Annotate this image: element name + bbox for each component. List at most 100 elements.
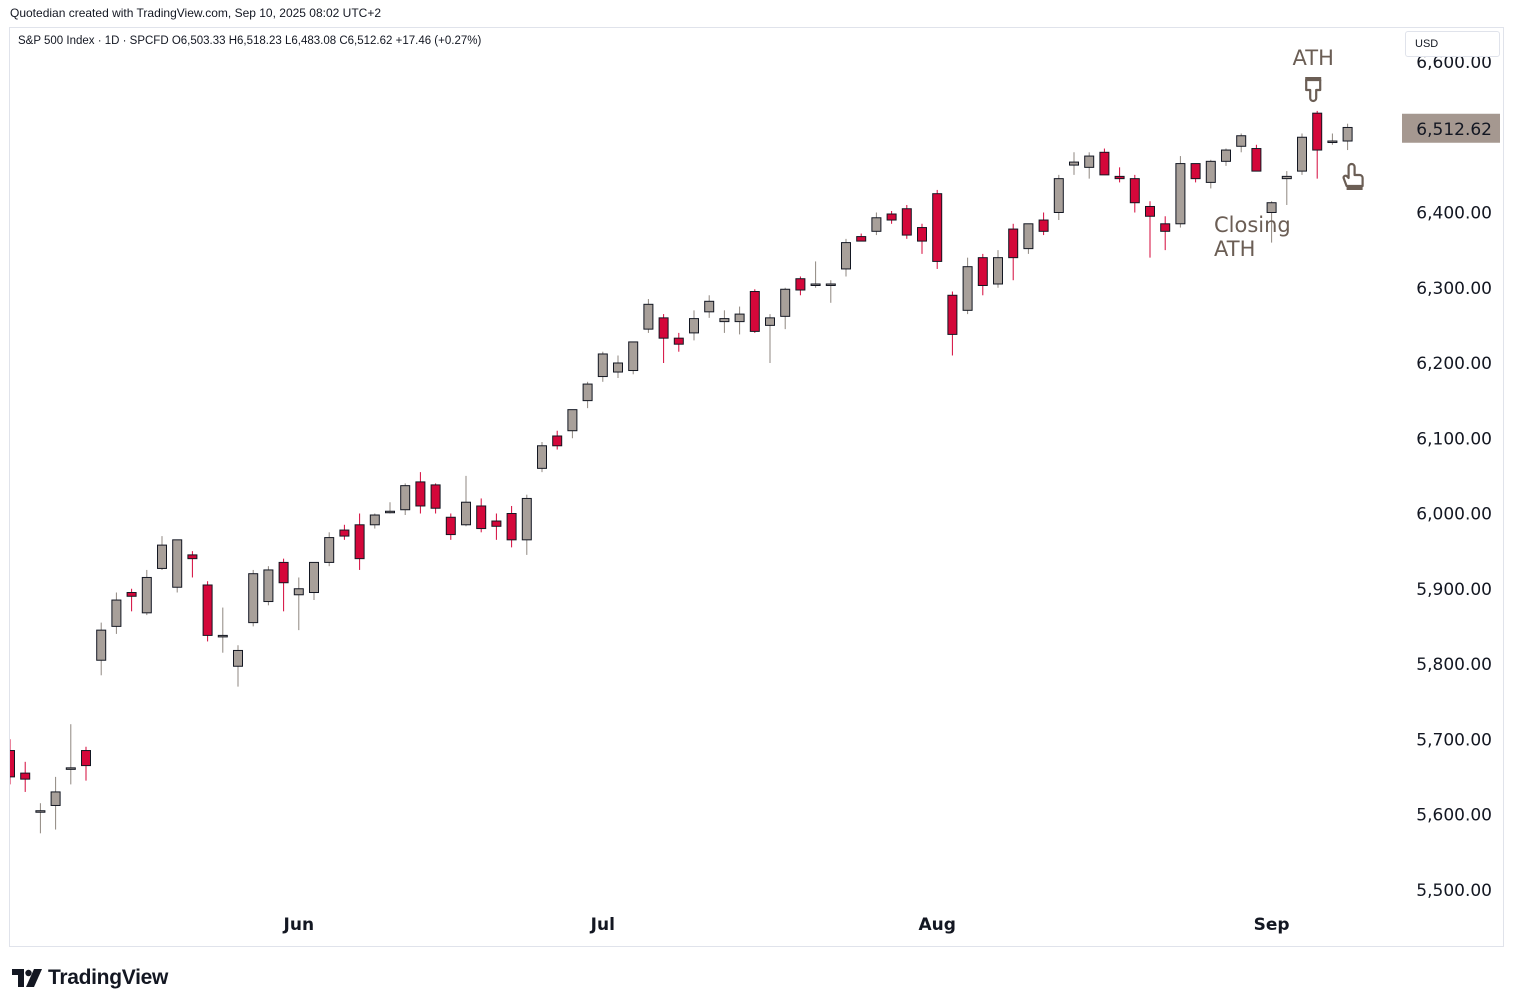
ath-annotation: ATH	[1293, 46, 1334, 70]
candle-up[interactable]	[217, 634, 228, 638]
x-tick-label: Jul	[590, 915, 615, 935]
candle-up[interactable]	[461, 501, 471, 526]
candle-up[interactable]	[537, 445, 547, 469]
y-tick-label: 5,500.00	[1416, 881, 1492, 901]
candle-down[interactable]	[917, 227, 927, 242]
candle-up[interactable]	[309, 561, 319, 594]
candle-down[interactable]	[126, 592, 137, 597]
candle-up[interactable]	[613, 362, 623, 373]
candle-up[interactable]	[263, 569, 274, 603]
candle-up[interactable]	[50, 791, 61, 806]
candle-down[interactable]	[187, 554, 198, 560]
candle-down[interactable]	[856, 236, 867, 242]
candle-up[interactable]	[172, 539, 183, 588]
candle-up[interactable]	[810, 283, 821, 286]
candle-up[interactable]	[1053, 178, 1064, 213]
candle-up[interactable]	[1342, 126, 1353, 142]
candle-up[interactable]	[1327, 140, 1338, 144]
candle-up[interactable]	[993, 257, 1003, 285]
candle-up[interactable]	[65, 767, 76, 770]
candle-down[interactable]	[901, 208, 912, 236]
candle-up[interactable]	[825, 283, 836, 286]
candle-up[interactable]	[871, 217, 882, 232]
symbol-legend[interactable]: S&P 500 Index · 1D · SPCFD O6,503.33 H6,…	[18, 35, 482, 47]
candle-down[interactable]	[20, 772, 31, 780]
candle-down[interactable]	[947, 294, 958, 335]
candle-down[interactable]	[339, 529, 350, 537]
candle-up[interactable]	[141, 576, 152, 614]
candle-down[interactable]	[658, 317, 669, 339]
candle-up[interactable]	[689, 318, 699, 334]
candle-up[interactable]	[96, 629, 107, 661]
candle-up[interactable]	[597, 353, 608, 378]
candle-up[interactable]	[962, 266, 973, 311]
candle-up[interactable]	[1297, 136, 1307, 172]
candle-down[interactable]	[476, 505, 487, 530]
candle-up[interactable]	[324, 537, 335, 563]
candle-up[interactable]	[765, 317, 775, 326]
closing-ath-annotation-line1: Closing	[1214, 213, 1291, 237]
candle-down[interactable]	[1129, 178, 1140, 204]
candle-down[interactable]	[673, 337, 684, 345]
candle-up[interactable]	[111, 599, 122, 627]
candle-up[interactable]	[1069, 161, 1079, 166]
candle-down[interactable]	[278, 561, 289, 584]
candle-up[interactable]	[1205, 160, 1216, 183]
candle-up[interactable]	[521, 497, 532, 541]
candle-up[interactable]	[719, 318, 730, 323]
candle-down[interactable]	[202, 584, 213, 636]
candle-up[interactable]	[35, 810, 46, 813]
candle-down[interactable]	[1099, 151, 1110, 176]
candle-down[interactable]	[1160, 223, 1171, 232]
candle-down[interactable]	[795, 278, 806, 291]
tradingview-logo[interactable]: TradingView	[12, 964, 168, 992]
candle-up[interactable]	[157, 544, 167, 569]
candle-up[interactable]	[734, 313, 745, 323]
x-tick-label: Sep	[1254, 915, 1290, 935]
candle-up[interactable]	[1023, 223, 1034, 250]
candle-down[interactable]	[491, 520, 502, 527]
candle-down[interactable]	[506, 513, 517, 541]
candle-up[interactable]	[1175, 163, 1186, 225]
candle-down[interactable]	[1251, 148, 1262, 172]
candle-up[interactable]	[1266, 202, 1277, 213]
candle-down[interactable]	[445, 516, 456, 536]
pointing-down-hand-icon	[1305, 77, 1322, 103]
candle-up[interactable]	[1084, 155, 1095, 168]
candle-up[interactable]	[385, 510, 395, 514]
chart-panel[interactable]	[9, 27, 1504, 947]
candle-down[interactable]	[1190, 163, 1201, 180]
candle-up[interactable]	[233, 649, 243, 667]
candle-down[interactable]	[415, 481, 426, 507]
candle-down[interactable]	[552, 435, 563, 447]
candle-down[interactable]	[1145, 205, 1155, 217]
candle-up[interactable]	[369, 514, 380, 526]
candle-down[interactable]	[430, 484, 441, 509]
candle-up[interactable]	[293, 588, 304, 596]
candle-up[interactable]	[248, 573, 259, 624]
candle-down[interactable]	[354, 524, 365, 560]
candle-up[interactable]	[643, 303, 654, 330]
candle-down[interactable]	[1312, 112, 1323, 151]
candle-down[interactable]	[81, 750, 91, 767]
candle-down[interactable]	[749, 291, 760, 332]
candle-down[interactable]	[886, 213, 897, 221]
candle-up[interactable]	[1281, 175, 1292, 180]
candle-up[interactable]	[567, 409, 578, 432]
candle-down[interactable]	[932, 193, 943, 262]
candle-up[interactable]	[628, 341, 639, 372]
candle-up[interactable]	[704, 300, 715, 313]
candle-down[interactable]	[1008, 228, 1019, 259]
candle-down[interactable]	[6, 750, 15, 778]
candle-up[interactable]	[1221, 149, 1231, 162]
candle-up[interactable]	[780, 288, 791, 317]
currency-selector[interactable]: USD	[1405, 31, 1500, 57]
candle-up[interactable]	[582, 383, 593, 402]
candle-up[interactable]	[841, 242, 851, 270]
candle-up[interactable]	[1236, 135, 1247, 147]
candle-up[interactable]	[400, 485, 411, 511]
candle-down[interactable]	[977, 257, 988, 286]
candle-down[interactable]	[1114, 175, 1125, 180]
candle-down[interactable]	[1038, 219, 1049, 232]
